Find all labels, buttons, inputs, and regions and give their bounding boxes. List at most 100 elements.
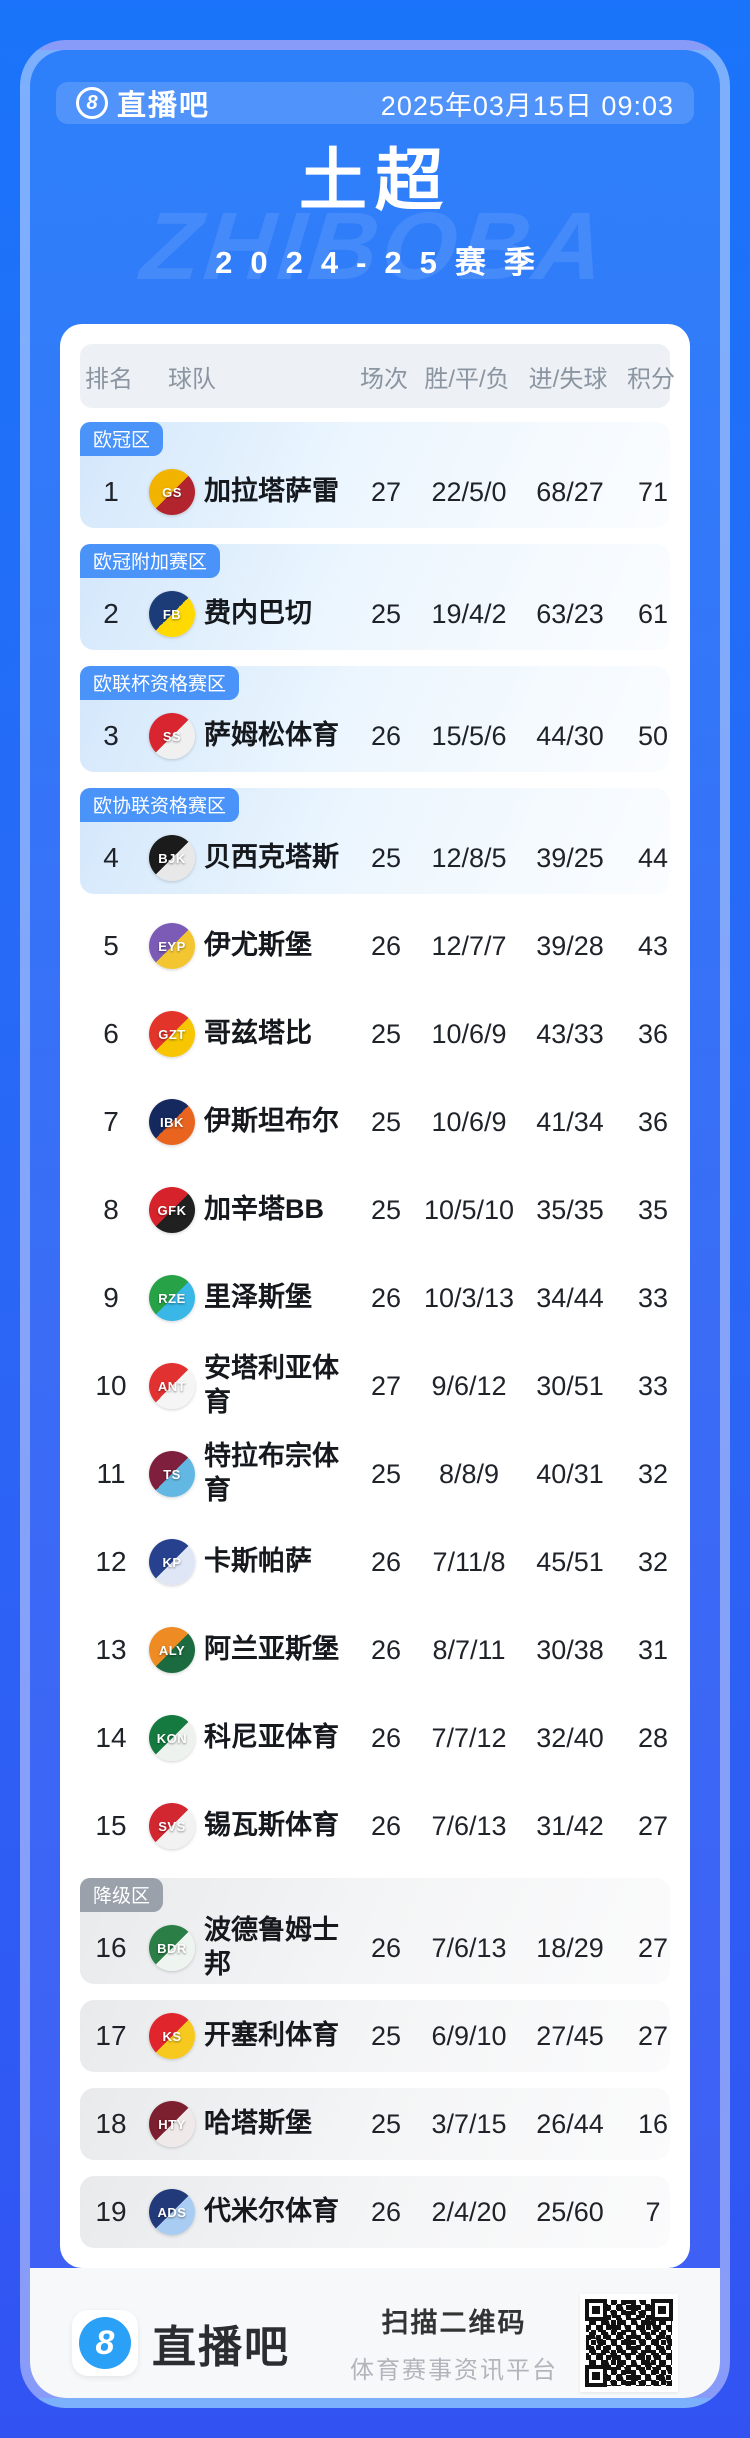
- team-row[interactable]: 欧冠区 1 GS 加拉塔萨雷 27 22/5/0 68/27 71: [80, 422, 670, 529]
- team-name: 哈塔斯堡: [204, 2108, 312, 2139]
- app-logo-text: 直播吧: [117, 90, 211, 122]
- team-name: 波德鲁姆士邦: [204, 1915, 339, 1980]
- goals-cell: 41/34: [536, 1106, 604, 1137]
- team-name: 伊尤斯堡: [204, 930, 312, 961]
- rank-cell: 5: [103, 930, 119, 962]
- rank-cell: 7: [103, 1106, 119, 1138]
- rank-cell: 3: [103, 720, 119, 752]
- team-name: 贝西克塔斯: [204, 842, 339, 873]
- standings-rows: 欧冠区 1 GS 加拉塔萨雷 27 22/5/0 68/27 71 欧冠附加赛区 2 FB 费内巴切 2…: [80, 422, 670, 2249]
- goals-cell: 43/33: [536, 1018, 604, 1049]
- team-logo-icon: BDR: [149, 1925, 195, 1972]
- rank-cell: 15: [95, 1810, 127, 1842]
- team-row[interactable]: 9 RZE 里泽斯堡 26 10/3/13 34/44 33: [80, 1262, 670, 1334]
- played-cell: 26: [370, 1282, 402, 1313]
- team-row-grid: 7 IBK 伊斯坦布尔 25 10/6/9 41/34 36: [80, 1086, 670, 1158]
- team-row-grid: 15 SVS 锡瓦斯体育 26 7/6/13 31/42 27: [80, 1790, 670, 1862]
- table-header: 排名 球队 场次 胜/平/负 进/失球 积分: [80, 344, 675, 409]
- goals-cell: 40/31: [536, 1458, 604, 1489]
- played-cell: 26: [370, 930, 402, 961]
- played-cell: 26: [370, 1932, 402, 1963]
- wdl-cell: 10/5/10: [423, 1194, 515, 1225]
- wdl-cell: 7/7/12: [431, 1722, 507, 1753]
- team-row[interactable]: 17 KS 开塞利体育 25 6/9/10 27/45 27: [80, 2000, 670, 2073]
- team-row[interactable]: 19 ADS 代米尔体育 26 2/4/20 25/60 7: [80, 2176, 670, 2249]
- rank-cell: 1: [103, 476, 119, 508]
- team-row-grid: 11 TS 特拉布宗体育 25 8/8/9 40/31 32: [80, 1438, 670, 1510]
- team-row[interactable]: 5 EYP 伊尤斯堡 26 12/7/7 39/28 43: [80, 910, 670, 982]
- points-cell: 33: [637, 1282, 669, 1313]
- team-logo-icon: ANT: [149, 1363, 195, 1410]
- wdl-cell: 10/6/9: [431, 1018, 507, 1049]
- goals-cell: 26/44: [536, 2108, 604, 2139]
- team-row[interactable]: 欧联杯资格赛区 3 SS 萨姆松体育 26 15/5/6 44/30 50: [80, 666, 670, 773]
- league-title: 土超: [298, 143, 451, 219]
- wdl-cell: 12/8/5: [431, 842, 507, 873]
- team-row[interactable]: 欧冠附加赛区 2 FB 费内巴切 25 19/4/2 63/23 61: [80, 544, 670, 651]
- qr-finder-icon: [585, 2299, 607, 2322]
- col-team: 球队: [168, 365, 216, 393]
- team-name: 里泽斯堡: [204, 1282, 312, 1313]
- team-row[interactable]: 欧协联资格赛区 4 BJK 贝西克塔斯 25 12/8/5 39/25 44: [80, 788, 670, 895]
- team-row[interactable]: 降级区 16 BDR 波德鲁姆士邦 26 7/6/13 18/29 27: [80, 1878, 670, 1985]
- qr-caption-title: 扫描二维码: [381, 2308, 527, 2339]
- team-name: 加拉塔萨雷: [204, 476, 339, 507]
- points-cell: 71: [637, 476, 669, 507]
- team-row[interactable]: 7 IBK 伊斯坦布尔 25 10/6/9 41/34 36: [80, 1086, 670, 1158]
- team-row-grid: 14 KON 科尼亚体育 26 7/7/12 32/40 28: [80, 1702, 670, 1774]
- points-cell: 43: [637, 930, 669, 961]
- team-name: 加辛塔BB: [204, 1194, 324, 1225]
- team-row[interactable]: 8 GFK 加辛塔BB 25 10/5/10 35/35 35: [80, 1174, 670, 1246]
- team-logo-icon: SVS: [149, 1803, 195, 1850]
- played-cell: 25: [370, 2020, 402, 2051]
- wdl-cell: 10/3/13: [423, 1282, 515, 1313]
- app-logo: 8 直播吧: [76, 82, 210, 124]
- footer-bar: 8 直播吧 扫描二维码 体育赛事资讯平台: [30, 2268, 720, 2398]
- points-cell: 7: [645, 2196, 661, 2227]
- col-goals: 进/失球: [528, 365, 608, 393]
- goals-cell: 39/25: [536, 842, 604, 873]
- wdl-cell: 10/6/9: [431, 1106, 507, 1137]
- points-cell: 33: [637, 1370, 669, 1401]
- zone-badge: 欧联杯资格赛区: [80, 666, 240, 701]
- season-row: ZHIBOBA 2024-25赛季: [30, 193, 720, 300]
- team-row[interactable]: 13 ALY 阿兰亚斯堡 26 8/7/11 30/38 31: [80, 1614, 670, 1686]
- points-cell: 28: [637, 1722, 669, 1753]
- wdl-cell: 8/8/9: [438, 1458, 500, 1489]
- team-name: 特拉布宗体育: [204, 1441, 339, 1506]
- wdl-cell: 2/4/20: [431, 2196, 507, 2227]
- footer-logo-text: 直播吧: [152, 2323, 290, 2373]
- rank-cell: 13: [95, 1634, 127, 1666]
- points-cell: 44: [637, 842, 669, 873]
- played-cell: 26: [370, 720, 402, 751]
- team-row-grid: 8 GFK 加辛塔BB 25 10/5/10 35/35 35: [80, 1174, 670, 1246]
- points-cell: 32: [637, 1458, 669, 1489]
- team-row-grid: 18 HTY 哈塔斯堡 25 3/7/15 26/44 16: [80, 2088, 670, 2160]
- wdl-cell: 15/5/6: [431, 720, 507, 751]
- team-logo-icon: BJK: [149, 835, 195, 882]
- points-cell: 32: [637, 1546, 669, 1577]
- zone-badge: 欧冠附加赛区: [80, 544, 221, 579]
- team-row[interactable]: 11 TS 特拉布宗体育 25 8/8/9 40/31 32: [80, 1438, 670, 1510]
- footer-logo-badge: 8: [72, 2310, 138, 2377]
- points-cell: 35: [637, 1194, 669, 1225]
- goals-cell: 44/30: [536, 720, 604, 751]
- team-row[interactable]: 18 HTY 哈塔斯堡 25 3/7/15 26/44 16: [80, 2088, 670, 2161]
- team-row[interactable]: 15 SVS 锡瓦斯体育 26 7/6/13 31/42 27: [80, 1790, 670, 1862]
- team-row[interactable]: 12 KP 卡斯帕萨 26 7/11/8 45/51 32: [80, 1526, 670, 1598]
- footer-logo: 8 直播吧: [72, 2310, 290, 2377]
- played-cell: 27: [370, 476, 402, 507]
- points-cell: 27: [637, 2020, 669, 2051]
- team-logo-icon: EYP: [149, 923, 195, 970]
- team-name: 阿兰亚斯堡: [204, 1634, 339, 1665]
- goals-cell: 34/44: [536, 1282, 604, 1313]
- team-row[interactable]: 10 ANT 安塔利亚体育 27 9/6/12 30/51 33: [80, 1350, 670, 1422]
- logo-8-icon: 8: [76, 87, 108, 119]
- team-row[interactable]: 6 GZT 哥兹塔比 25 10/6/9 43/33 36: [80, 998, 670, 1070]
- team-logo-icon: KP: [149, 1539, 195, 1586]
- standings-card: 排名 球队 场次 胜/平/负 进/失球 积分 欧冠区 1 GS 加拉塔萨雷 27 22/5…: [60, 324, 690, 2269]
- team-name: 代米尔体育: [204, 2196, 339, 2227]
- rank-cell: 4: [103, 842, 119, 874]
- team-logo-icon: FB: [149, 591, 195, 638]
- team-row[interactable]: 14 KON 科尼亚体育 26 7/7/12 32/40 28: [80, 1702, 670, 1774]
